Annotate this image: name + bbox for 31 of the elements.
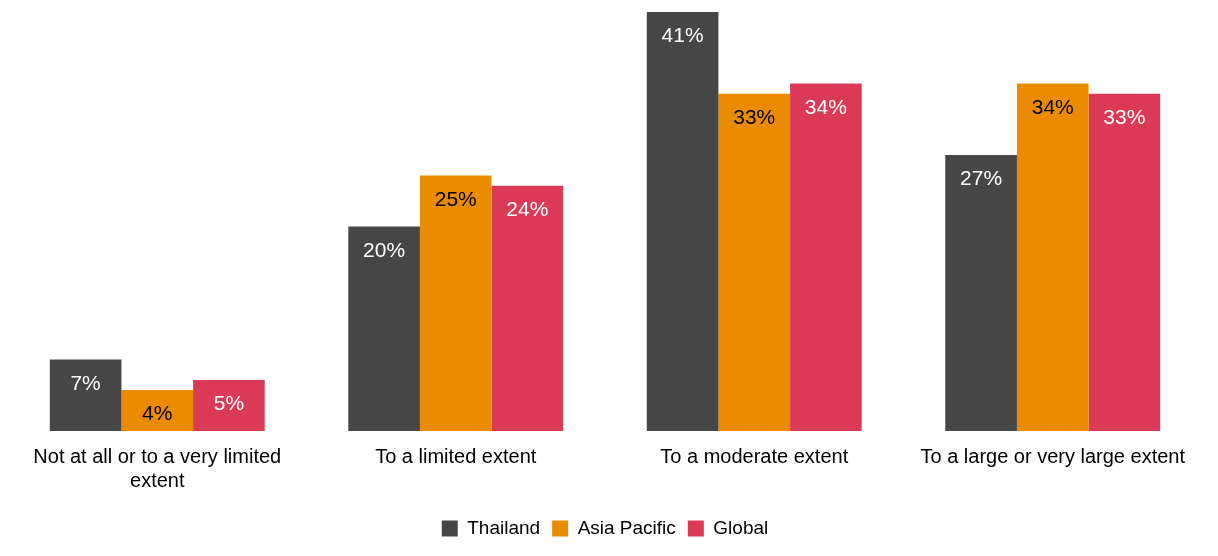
data-label: 4% <box>142 401 173 425</box>
data-label: 5% <box>213 391 245 415</box>
data-label: 34% <box>1031 94 1074 118</box>
bar <box>1088 93 1161 431</box>
bar <box>193 379 265 431</box>
bar <box>121 390 194 431</box>
data-label: 41% <box>661 23 704 47</box>
x-tick-label: To a moderate extent <box>660 444 849 467</box>
x-tick-label: To a large or very large extent <box>920 444 1186 467</box>
bar <box>646 12 719 431</box>
data-label: 25% <box>434 186 477 210</box>
data-label: 24% <box>506 197 549 221</box>
legend-label: Asia Pacific <box>577 516 676 538</box>
bar <box>718 93 791 431</box>
bar <box>491 185 564 431</box>
data-label: 27% <box>960 166 1003 190</box>
data-label: 34% <box>804 94 847 118</box>
data-label: 20% <box>363 237 406 261</box>
bar <box>419 175 492 431</box>
data-label: 7% <box>70 370 101 394</box>
bar <box>790 83 862 431</box>
legend-label: Global <box>713 516 769 538</box>
data-label: 33% <box>733 105 776 129</box>
legend-label: Thailand <box>467 516 541 538</box>
bar <box>49 359 122 431</box>
x-tick-label: To a limited extent <box>375 444 537 467</box>
bar <box>945 155 1017 431</box>
bar <box>348 226 420 431</box>
data-label: 33% <box>1103 105 1146 129</box>
x-tick-label: Not at all or to a very limited extent <box>33 444 282 491</box>
bar <box>1016 83 1089 431</box>
